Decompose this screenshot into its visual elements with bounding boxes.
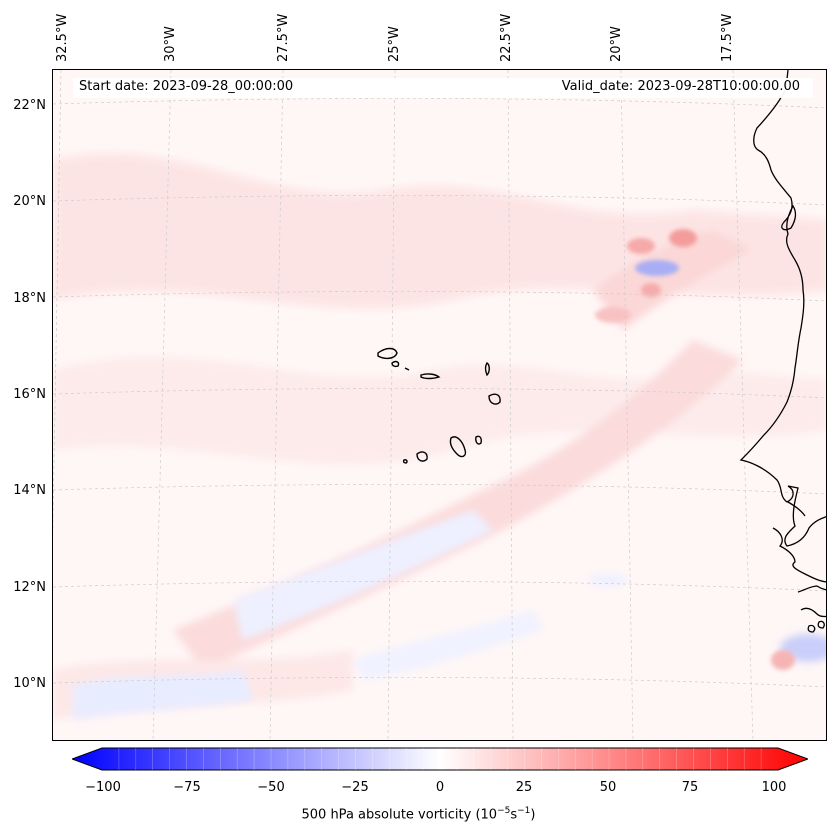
island-santa-luzia: [404, 367, 410, 371]
colorbar-tick: 75: [681, 780, 699, 795]
lon-label-27-5w: 27.5°W: [276, 13, 291, 62]
island-santiago: [449, 436, 467, 458]
lon-label-20w: 20°W: [609, 26, 624, 62]
colorbar-tick: −50: [257, 780, 285, 795]
vorticity-map: Start date: 2023-09-28_00:00:00 Valid_da…: [52, 69, 827, 741]
date-banner: Start date: 2023-09-28_00:00:00 Valid_da…: [53, 78, 826, 98]
lat-label-10n: 10°N: [13, 676, 46, 691]
colorbar-tick: 50: [599, 780, 617, 795]
colorbar-tick: −100: [85, 780, 121, 795]
colorbar-tick: 25: [515, 780, 533, 795]
lat-label-16n: 16°N: [13, 387, 46, 402]
island-santo-antao: [377, 347, 398, 360]
colorbar-tick: −75: [173, 780, 201, 795]
island-sao-nicolau: [420, 373, 441, 380]
island-brava: [402, 459, 408, 464]
map-canvas: [53, 70, 826, 740]
lat-label-14n: 14°N: [13, 483, 46, 498]
start-date-label: Start date: 2023-09-28_00:00:00: [79, 79, 294, 94]
lon-label-22-5w: 22.5°W: [499, 13, 514, 62]
vortex-couplet: [595, 229, 795, 670]
island-boa-vista: [488, 393, 501, 405]
island-maio: [475, 435, 482, 445]
graticule: [53, 70, 826, 740]
lon-label-30w: 30°W: [163, 26, 178, 62]
valid-date-label: Valid_date: 2023-09-28T10:00:00.00: [561, 79, 800, 94]
lat-label-18n: 18°N: [13, 291, 46, 306]
colorbar-label: 500 hPa absolute vorticity (10−5s−1): [301, 806, 536, 823]
lon-label-17-5w: 17.5°W: [720, 13, 735, 62]
cape-verde-islands: [377, 347, 501, 464]
colorbar-segments: [118, 748, 762, 770]
island-sao-vicente: [391, 360, 400, 368]
island-fogo: [416, 451, 428, 462]
colorbar: [72, 747, 808, 771]
date-banner-background: [73, 78, 813, 98]
lat-label-12n: 12°N: [13, 580, 46, 595]
colorbar-body: [72, 747, 808, 771]
colorbar-tick: 0: [435, 780, 445, 795]
island-sal: [484, 362, 490, 377]
colorbar-tick: −25: [341, 780, 369, 795]
colorbar-tick: 100: [761, 780, 787, 795]
lat-label-22n: 22°N: [13, 98, 46, 113]
lon-label-25w: 25°W: [387, 26, 402, 62]
lon-label-32-5w: 32.5°W: [55, 13, 70, 62]
lat-label-20n: 20°N: [13, 194, 46, 209]
african-coastline: [739, 70, 826, 633]
